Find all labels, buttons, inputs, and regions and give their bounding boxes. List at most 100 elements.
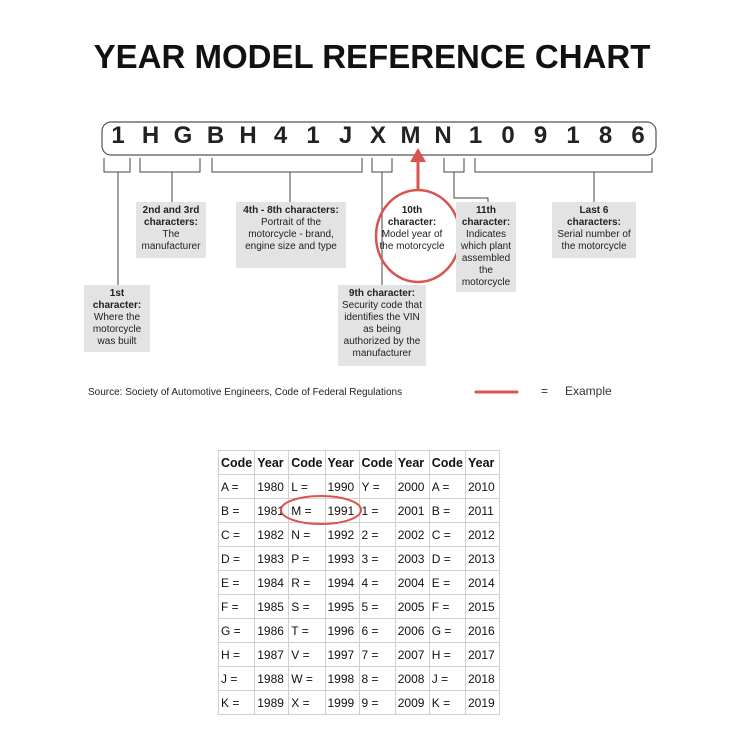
vin-character: 6: [631, 122, 645, 149]
table-row: B = 1981 M = 1991 1 = 2001 B = 2011: [217, 498, 500, 523]
vin-character: B: [206, 122, 225, 149]
year-cell: 1995: [324, 594, 360, 619]
code-cell: 1 =: [358, 498, 396, 523]
code-cell: D =: [428, 546, 467, 571]
source: Source: Society of Automotive Engineers,…: [88, 387, 403, 398]
code-cell: T =: [288, 618, 326, 643]
vin-character: 1: [468, 122, 483, 149]
year-cell: 1982: [254, 522, 290, 547]
year-cell: 1989: [254, 690, 290, 715]
year-cell: 2018: [465, 666, 500, 691]
callout-title: 2nd and 3rd characters:: [142, 205, 200, 228]
vin-character: 1: [566, 122, 580, 149]
callout: 1st character: Where the motorcycle was b…: [84, 285, 150, 352]
year-cell: 2000: [394, 474, 430, 499]
vin-character: 8: [598, 122, 613, 149]
code-cell: B =: [428, 498, 467, 523]
code-cell: Y =: [358, 474, 396, 499]
year-table: Code Year Code Year Code Year Code Year A = 1980 L…: [217, 450, 500, 715]
vin-character: H: [239, 122, 257, 149]
table-row: F = 1985 S = 1995 5 = 2005 F = 2015: [217, 594, 500, 619]
vin-frame: [101, 121, 657, 156]
code-cell: 4 =: [358, 570, 396, 595]
code-cell: P =: [288, 546, 326, 571]
year-cell: 2019: [465, 690, 500, 715]
year-cell: 2012: [465, 522, 500, 547]
year-cell: 1981: [254, 498, 290, 523]
callout-text: Where the motorcycle was built: [92, 312, 142, 347]
code-cell: M =: [288, 498, 326, 523]
year-cell: 2004: [394, 570, 430, 595]
code-cell: B =: [217, 498, 256, 523]
vin-character: N: [434, 122, 452, 149]
header-cell: Year: [394, 450, 430, 475]
callout-title: 11th character:: [461, 205, 511, 228]
table-row: E = 1984 R = 1994 4 = 2004 E = 2014: [217, 570, 500, 595]
code-cell: 6 =: [358, 618, 396, 643]
vin-character: 9: [533, 122, 548, 149]
brackets: [103, 158, 653, 285]
callout: Last 6 characters: Serial number of the m…: [552, 202, 636, 258]
header-cell: Code: [428, 450, 467, 475]
code-cell: W =: [288, 666, 326, 691]
year-cell: 1986: [254, 618, 290, 643]
year-cell: 2017: [465, 642, 500, 667]
callout-text: Portrait of the motorcycle - brand, engi…: [245, 217, 337, 252]
vin-character: 0: [501, 122, 515, 149]
vin-character: X: [369, 122, 386, 149]
header-row: Code Year Code Year Code Year Code Year: [217, 450, 500, 475]
table-row: A = 1980 L = 1990 Y = 2000 A = 2010: [217, 474, 500, 499]
year-cell: 1983: [254, 546, 290, 571]
callout: 9th character: Security code that identif…: [338, 285, 426, 366]
year-cell: 2005: [394, 594, 430, 619]
callout-text: The manufacturer: [141, 229, 201, 252]
code-cell: L =: [288, 474, 326, 499]
legend-symbol: =: [541, 384, 549, 398]
year-cell: 2003: [394, 546, 430, 571]
callout: 4th - 8th characters: Portrait of the mot…: [236, 202, 346, 268]
callout-text: Security code that identifies the VIN as…: [341, 300, 423, 359]
code-cell: E =: [217, 570, 256, 595]
table-row: G = 1986 T = 1996 6 = 2006 G = 2016: [217, 618, 500, 643]
year-cell: 2015: [465, 594, 500, 619]
code-cell: G =: [428, 618, 467, 643]
year-cell: 2001: [394, 498, 430, 523]
year-cell: 1993: [324, 546, 360, 571]
title: YEAR MODEL REFERENCE CHART: [93, 38, 651, 75]
vin-character: 4: [273, 122, 288, 149]
code-cell: C =: [217, 522, 256, 547]
year-cell: 1980: [254, 474, 290, 499]
year-cell: 2007: [394, 642, 430, 667]
code-cell: K =: [428, 690, 467, 715]
callout-title: 9th character:: [348, 288, 416, 299]
code-cell: V =: [288, 642, 326, 667]
year-cell: 2006: [394, 618, 430, 643]
code-cell: E =: [428, 570, 467, 595]
code-cell: H =: [217, 642, 256, 667]
year-cell: 1988: [254, 666, 290, 691]
code-cell: A =: [428, 474, 467, 499]
table-row: K = 1989 X = 1999 9 = 2009 K = 2019: [217, 690, 500, 715]
year-cell: 1991: [324, 498, 360, 523]
table-row: J = 1988 W = 1998 8 = 2008 J = 2018: [217, 666, 500, 691]
code-cell: S =: [288, 594, 326, 619]
year-cell: 2016: [465, 618, 500, 643]
header-cell: Code: [217, 450, 256, 475]
code-cell: 7 =: [358, 642, 396, 667]
callout-text: Indicates which plant assembled the moto…: [460, 229, 512, 288]
code-cell: K =: [217, 690, 256, 715]
legend-label: Example: [565, 384, 612, 398]
year-cell: 2010: [465, 474, 500, 499]
year-cell: 2014: [465, 570, 500, 595]
code-cell: H =: [428, 642, 467, 667]
callout-title: 10th character:: [387, 205, 437, 228]
year-cell: 2011: [465, 498, 500, 523]
header-cell: Year: [324, 450, 360, 475]
callout-title: Last 6 characters:: [567, 205, 621, 228]
code-cell: 9 =: [358, 690, 396, 715]
callout: 2nd and 3rd characters: The manufacturer: [136, 202, 206, 258]
code-cell: 5 =: [358, 594, 396, 619]
vin-character: G: [173, 122, 193, 149]
code-cell: J =: [217, 666, 256, 691]
